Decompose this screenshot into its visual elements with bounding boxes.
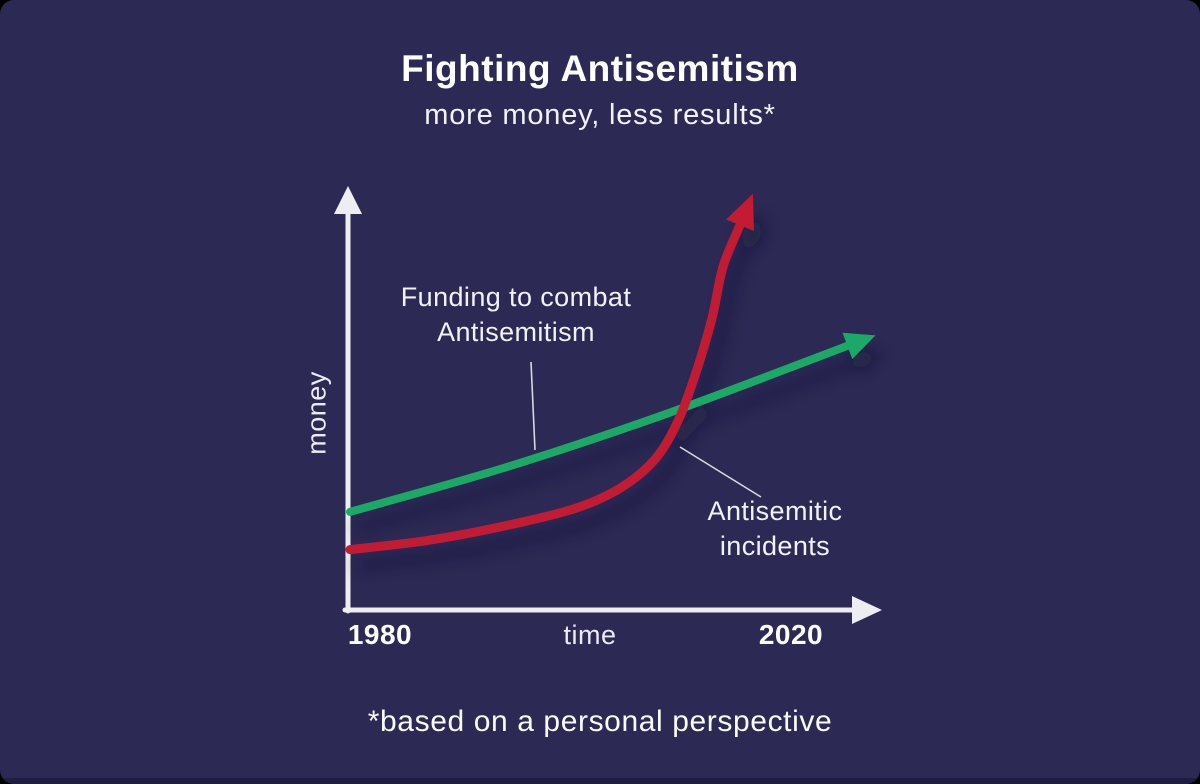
chart-subtitle: more money, less results* xyxy=(424,99,776,131)
chart-title: Fighting Antisemitism xyxy=(401,48,799,89)
x-tick-2020: 2020 xyxy=(758,619,824,650)
series-layer xyxy=(345,193,876,555)
x-axis-arrowhead-icon xyxy=(852,596,882,624)
series-line-incidents xyxy=(345,220,745,555)
incidents-series-label: Antisemitic incidents xyxy=(707,496,843,561)
annotation-pointers xyxy=(530,361,762,498)
funding-pointer-line xyxy=(530,361,536,451)
footnote: *based on a personal perspective xyxy=(367,705,833,738)
series-line-funding xyxy=(346,341,852,516)
axes xyxy=(334,186,882,624)
x-tick-1980: 1980 xyxy=(347,619,413,650)
funding-series-label: Funding to combat Antisemitism xyxy=(400,282,632,347)
bottom-bar xyxy=(0,778,1200,784)
series-arrowhead-incidents-icon xyxy=(726,193,754,231)
y-axis-arrowhead-icon xyxy=(334,186,362,214)
incidents-pointer-line xyxy=(679,446,762,498)
y-axis-label: money xyxy=(301,371,332,455)
series-arrowhead-funding-icon xyxy=(842,332,876,359)
x-axis-label: time xyxy=(563,620,617,650)
